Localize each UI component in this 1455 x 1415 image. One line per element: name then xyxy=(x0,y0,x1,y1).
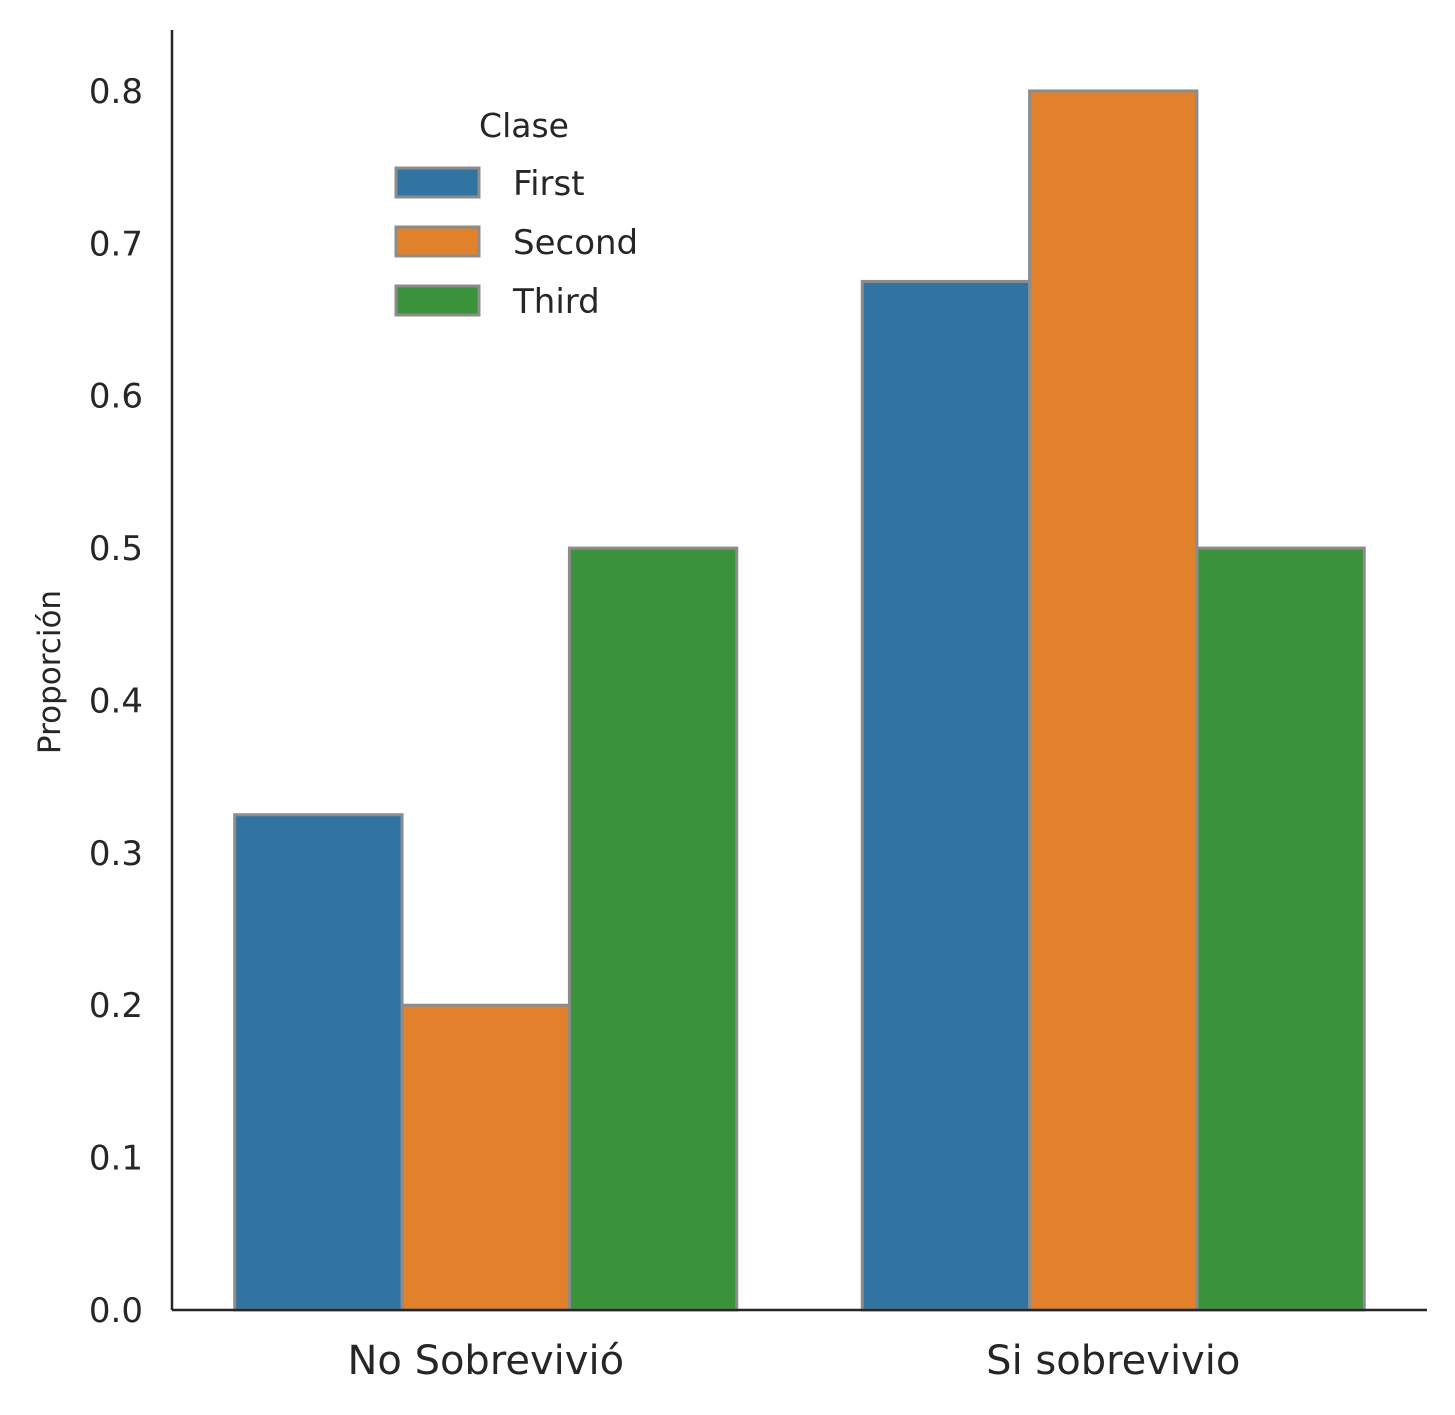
y-tick-label: 0.3 xyxy=(89,834,143,874)
legend-entries: First Second Third xyxy=(394,164,638,322)
y-tick-label: 0.0 xyxy=(89,1291,143,1331)
x-category-label: Si sobrevivio xyxy=(986,1338,1240,1384)
y-tick-label: 0.2 xyxy=(89,986,143,1026)
y-axis-title: Proporción xyxy=(32,590,68,754)
legend: Clase First Second Third xyxy=(394,106,638,322)
legend-label-second: Second xyxy=(513,223,638,263)
x-category-label: No Sobrevivió xyxy=(347,1338,624,1384)
bars-layer xyxy=(233,89,1366,1312)
x-category-labels: No Sobrevivió Si sobrevivio xyxy=(347,1338,1240,1384)
y-tick-label: 0.1 xyxy=(89,1139,143,1179)
legend-title: Clase xyxy=(479,106,569,145)
bar-third-no-sobrevivio xyxy=(567,546,739,1312)
bar-first-si-sobrevivio xyxy=(860,279,1032,1312)
y-tick-label: 0.7 xyxy=(89,224,143,264)
y-tick-label: 0.4 xyxy=(89,681,143,721)
legend-swatch-third xyxy=(394,284,481,317)
axes-layer xyxy=(170,30,1427,1312)
y-tick-label: 0.8 xyxy=(89,72,143,112)
legend-label-first: First xyxy=(513,164,585,204)
y-tick-label: 0.6 xyxy=(89,377,143,417)
bar-third-si-sobrevivio xyxy=(1195,546,1366,1312)
y-tick-label: 0.5 xyxy=(89,529,143,569)
bar-second-no-sobrevivio xyxy=(400,1003,571,1312)
legend-swatch-first xyxy=(394,166,481,199)
y-tick-labels: 0.0 0.1 0.2 0.3 0.4 0.5 0.6 0.7 0.8 xyxy=(89,72,143,1331)
bar-first-no-sobrevivio xyxy=(233,813,404,1312)
legend-label-third: Third xyxy=(512,282,600,322)
bar-second-si-sobrevivio xyxy=(1028,89,1199,1312)
legend-swatch-second xyxy=(394,225,481,258)
